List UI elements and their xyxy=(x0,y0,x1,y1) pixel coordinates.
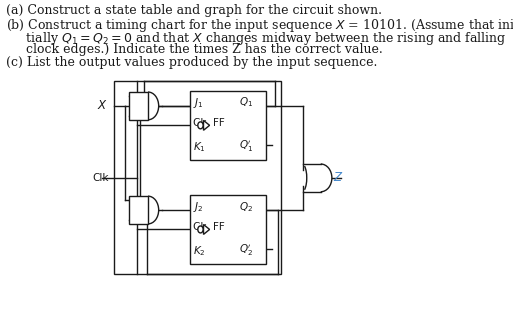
Text: $J_2$: $J_2$ xyxy=(193,200,204,214)
Bar xyxy=(129,92,148,120)
Polygon shape xyxy=(204,120,210,130)
Text: $Q_1$: $Q_1$ xyxy=(239,96,253,109)
Circle shape xyxy=(198,122,203,129)
Text: Ck  FF: Ck FF xyxy=(193,118,225,128)
Bar xyxy=(114,81,281,274)
Circle shape xyxy=(198,226,203,233)
Bar xyxy=(129,196,148,224)
Bar xyxy=(190,91,266,160)
Text: $X$: $X$ xyxy=(97,99,108,113)
Text: $Q_2$: $Q_2$ xyxy=(239,200,253,214)
Bar xyxy=(190,195,266,264)
Text: $J_1$: $J_1$ xyxy=(193,96,204,110)
Text: $Q_2'$: $Q_2'$ xyxy=(239,243,253,258)
Text: (b) Construct a timing chart for the input sequence $X$ = 10101. (Assume that in: (b) Construct a timing chart for the inp… xyxy=(6,17,513,34)
Text: $K_1$: $K_1$ xyxy=(193,140,206,154)
Text: Clk: Clk xyxy=(92,173,109,183)
Text: Ck  FF: Ck FF xyxy=(193,222,225,232)
Text: (c) List the output values produced by the input sequence.: (c) List the output values produced by t… xyxy=(6,56,378,69)
Text: (a) Construct a state table and graph for the circuit shown.: (a) Construct a state table and graph fo… xyxy=(6,4,382,17)
Text: $Z$: $Z$ xyxy=(333,171,344,184)
Text: tially $Q_1 = Q_2 = 0$ and that $X$ changes midway between the rising and fallin: tially $Q_1 = Q_2 = 0$ and that $X$ chan… xyxy=(6,30,506,47)
Text: $Q_1'$: $Q_1'$ xyxy=(239,139,253,154)
Polygon shape xyxy=(204,224,210,234)
Text: clock edges.) Indicate the times Z has the correct value.: clock edges.) Indicate the times Z has t… xyxy=(6,43,383,56)
Text: $K_2$: $K_2$ xyxy=(193,245,206,258)
